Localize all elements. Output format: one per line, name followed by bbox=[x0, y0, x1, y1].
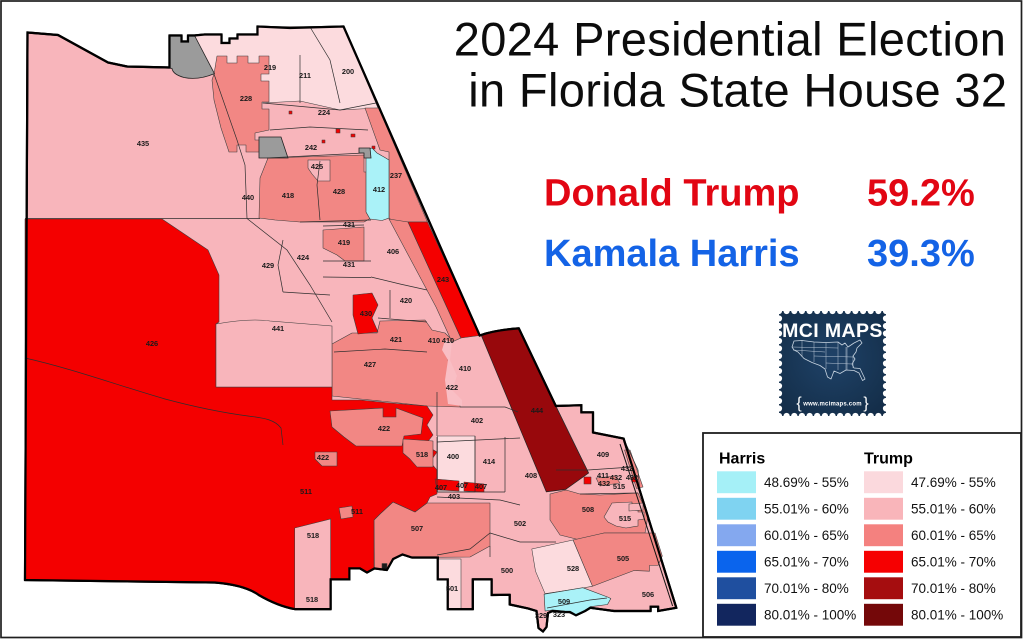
svg-text:509: 509 bbox=[558, 597, 570, 606]
svg-text:502: 502 bbox=[514, 519, 526, 528]
svg-text:224: 224 bbox=[318, 108, 331, 117]
svg-text:407: 407 bbox=[435, 483, 447, 492]
svg-text:Kamala Harris: Kamala Harris bbox=[544, 233, 800, 275]
svg-text:432: 432 bbox=[610, 473, 622, 482]
svg-text:400: 400 bbox=[447, 452, 459, 461]
svg-text:518: 518 bbox=[306, 595, 318, 604]
svg-text:441: 441 bbox=[272, 324, 284, 333]
svg-text:70.01% - 80%: 70.01% - 80% bbox=[764, 581, 849, 596]
svg-text:500: 500 bbox=[501, 566, 513, 575]
svg-text:329: 329 bbox=[535, 611, 547, 620]
svg-text:412: 412 bbox=[373, 185, 385, 194]
svg-text:411: 411 bbox=[597, 471, 609, 480]
svg-text:}: } bbox=[863, 395, 869, 412]
svg-text:219: 219 bbox=[264, 63, 276, 72]
svg-text:515: 515 bbox=[619, 514, 631, 523]
svg-text:430: 430 bbox=[360, 309, 372, 318]
svg-text:421: 421 bbox=[390, 335, 402, 344]
svg-text:47.69% - 55%: 47.69% - 55% bbox=[911, 475, 996, 490]
svg-text:518: 518 bbox=[416, 450, 428, 459]
svg-text:528: 528 bbox=[567, 564, 579, 573]
svg-text:422: 422 bbox=[446, 383, 458, 392]
svg-text:431: 431 bbox=[343, 220, 355, 229]
svg-text:440: 440 bbox=[242, 193, 254, 202]
svg-text:422: 422 bbox=[378, 424, 390, 433]
svg-text:{: { bbox=[796, 395, 802, 412]
svg-text:70.01% - 80%: 70.01% - 80% bbox=[911, 581, 996, 596]
svg-text:60.01% - 65%: 60.01% - 65% bbox=[911, 528, 996, 543]
svg-text:428: 428 bbox=[333, 187, 345, 196]
svg-text:242: 242 bbox=[305, 143, 317, 152]
svg-text:402: 402 bbox=[471, 416, 483, 425]
svg-text:Harris: Harris bbox=[719, 451, 765, 468]
svg-text:200: 200 bbox=[342, 67, 354, 76]
svg-text:435: 435 bbox=[137, 139, 149, 148]
svg-text:419: 419 bbox=[338, 238, 350, 247]
svg-text:507: 507 bbox=[411, 524, 423, 533]
svg-text:65.01% - 70%: 65.01% - 70% bbox=[911, 555, 996, 570]
svg-text:228: 228 bbox=[240, 94, 252, 103]
svg-text:39.3%: 39.3% bbox=[867, 233, 975, 275]
svg-text:515: 515 bbox=[613, 482, 625, 491]
svg-text:432: 432 bbox=[621, 464, 633, 473]
svg-text:60.01% - 65%: 60.01% - 65% bbox=[764, 528, 849, 543]
svg-text:406: 406 bbox=[387, 247, 399, 256]
svg-text:505: 505 bbox=[617, 554, 629, 563]
svg-text:432: 432 bbox=[626, 473, 638, 482]
svg-text:422: 422 bbox=[317, 453, 329, 462]
svg-text:80.01% - 100%: 80.01% - 100% bbox=[764, 608, 856, 623]
svg-text:408: 408 bbox=[525, 471, 537, 480]
svg-text:410: 410 bbox=[428, 336, 440, 345]
svg-text:www.mcimaps.com: www.mcimaps.com bbox=[802, 402, 861, 408]
svg-text:501: 501 bbox=[446, 584, 458, 593]
svg-text:2024 Presidential Election: 2024 Presidential Election bbox=[454, 13, 1007, 66]
svg-text:65.01% - 70%: 65.01% - 70% bbox=[764, 555, 849, 570]
svg-text:237: 237 bbox=[390, 171, 402, 180]
svg-text:80.01% - 100%: 80.01% - 100% bbox=[911, 608, 1003, 623]
svg-text:420: 420 bbox=[400, 296, 412, 305]
svg-text:MCI MAPS: MCI MAPS bbox=[782, 320, 883, 342]
svg-text:407: 407 bbox=[456, 481, 468, 490]
svg-text:410: 410 bbox=[459, 364, 471, 373]
svg-text:431: 431 bbox=[343, 260, 355, 269]
svg-text:425: 425 bbox=[311, 162, 323, 171]
svg-text:511: 511 bbox=[351, 507, 363, 516]
svg-text:418: 418 bbox=[282, 191, 294, 200]
svg-text:414: 414 bbox=[483, 457, 496, 466]
svg-text:407: 407 bbox=[475, 482, 487, 491]
svg-text:Trump: Trump bbox=[864, 451, 913, 468]
svg-text:508: 508 bbox=[582, 505, 594, 514]
svg-text:426: 426 bbox=[146, 339, 158, 348]
svg-text:55.01% - 60%: 55.01% - 60% bbox=[764, 502, 849, 517]
svg-text:59.2%: 59.2% bbox=[867, 172, 975, 214]
svg-text:409: 409 bbox=[597, 450, 609, 459]
svg-text:Donald Trump: Donald Trump bbox=[544, 172, 799, 214]
svg-text:323: 323 bbox=[553, 610, 565, 619]
svg-text:429: 429 bbox=[262, 261, 274, 270]
svg-text:432: 432 bbox=[598, 479, 610, 488]
svg-text:444: 444 bbox=[531, 406, 544, 415]
svg-text:48.69% - 55%: 48.69% - 55% bbox=[764, 475, 849, 490]
svg-text:511: 511 bbox=[300, 487, 312, 496]
svg-text:243: 243 bbox=[437, 275, 449, 284]
svg-text:in Florida State House 32: in Florida State House 32 bbox=[468, 64, 1007, 117]
svg-text:424: 424 bbox=[297, 253, 310, 262]
svg-text:55.01% - 60%: 55.01% - 60% bbox=[911, 502, 996, 517]
svg-text:403: 403 bbox=[448, 492, 460, 501]
svg-text:518: 518 bbox=[307, 531, 319, 540]
svg-text:427: 427 bbox=[364, 360, 376, 369]
svg-text:410: 410 bbox=[442, 336, 454, 345]
svg-text:506: 506 bbox=[642, 590, 654, 599]
svg-text:211: 211 bbox=[299, 71, 311, 80]
